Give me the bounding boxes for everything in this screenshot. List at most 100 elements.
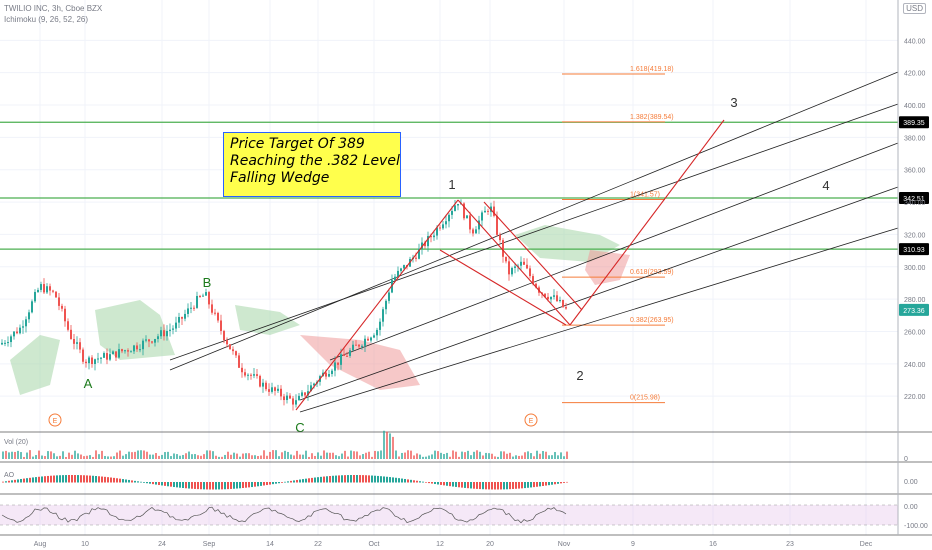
ao-bar xyxy=(266,482,268,486)
volume-bar xyxy=(221,456,223,459)
candle-body xyxy=(304,392,306,396)
volume-bar xyxy=(302,454,304,459)
candle-body xyxy=(142,340,144,350)
volume-bar xyxy=(116,452,118,459)
volume-bar xyxy=(140,450,142,459)
ao-bar xyxy=(476,482,478,489)
candle-body xyxy=(286,395,288,401)
ao-bar xyxy=(545,482,547,486)
ao-bar xyxy=(164,482,166,486)
ao-bar xyxy=(170,482,172,487)
volume-bar xyxy=(170,456,172,459)
candle-body xyxy=(193,307,195,309)
volume-bar xyxy=(26,452,28,459)
candle-body xyxy=(301,392,303,396)
candle-body xyxy=(118,349,120,358)
ao-bar xyxy=(200,482,202,490)
candle-body xyxy=(469,215,471,230)
ao-bar xyxy=(137,481,139,483)
volume-bar xyxy=(326,452,328,459)
volume-bar xyxy=(287,451,289,459)
candle-body xyxy=(106,353,108,360)
ao-bar xyxy=(308,478,310,483)
ao-bar xyxy=(440,482,442,485)
candle-body xyxy=(277,388,279,391)
callout-line-2: Reaching the .382 Level xyxy=(230,153,400,169)
volume-bar xyxy=(434,450,436,459)
fib-level-label: 0(215.98) xyxy=(630,395,660,402)
ao-bar xyxy=(554,482,556,485)
currency-button[interactable]: USD xyxy=(903,3,926,14)
pane-label: Vol (20) xyxy=(4,439,28,446)
candle-body xyxy=(403,265,405,269)
volume-bar xyxy=(239,456,241,459)
candle-body xyxy=(133,345,135,352)
volume-bar xyxy=(353,451,355,459)
volume-bar xyxy=(164,452,166,459)
volume-bar xyxy=(443,454,445,459)
ao-bar xyxy=(188,482,190,489)
candle-body xyxy=(280,388,282,397)
volume-bar xyxy=(308,456,310,459)
volume-bar xyxy=(383,430,385,459)
volume-bar xyxy=(359,455,361,459)
ao-bar xyxy=(299,479,301,483)
ao-bar xyxy=(107,477,109,483)
price-axis-tick: 240.00 xyxy=(904,362,926,369)
wave-label: 2 xyxy=(576,368,583,383)
price-tag-label: 310.93 xyxy=(903,247,925,254)
candle-body xyxy=(181,317,183,319)
candle-body xyxy=(550,296,552,300)
wave-label: C xyxy=(295,420,304,435)
volume-bar xyxy=(89,455,91,459)
candle-body xyxy=(292,398,294,405)
candle-body xyxy=(187,308,189,314)
volume-bar xyxy=(311,453,313,459)
candle-body xyxy=(379,321,381,330)
volume-bar xyxy=(56,456,58,459)
candle-body xyxy=(154,339,156,343)
candle-body xyxy=(343,354,345,356)
volume-bar xyxy=(536,450,538,459)
volume-bar xyxy=(545,451,547,459)
ao-bar xyxy=(134,480,136,483)
volume-bar xyxy=(146,451,148,459)
axes: 273.36440.00420.00400.00380.00360.00340.… xyxy=(34,0,929,548)
volume-bar xyxy=(269,451,271,459)
ao-bar xyxy=(230,482,232,489)
volume-bar xyxy=(557,455,559,459)
volume-bar xyxy=(482,455,484,459)
volume-bar xyxy=(275,450,277,459)
candle-body xyxy=(313,383,315,386)
candle-body xyxy=(475,229,477,234)
candle-body xyxy=(415,257,417,259)
candle-body xyxy=(112,351,114,355)
volume-bar xyxy=(500,451,502,459)
candle-body xyxy=(109,354,111,360)
volume-bar xyxy=(62,451,64,459)
volume-bar xyxy=(407,450,409,459)
candle-body xyxy=(367,338,369,341)
volume-bar xyxy=(206,450,208,459)
wave-label: 3 xyxy=(730,95,737,110)
candle-body xyxy=(334,362,336,371)
candle-body xyxy=(73,338,75,344)
candle-body xyxy=(445,221,447,225)
ao-bar xyxy=(212,482,214,490)
ao-bar xyxy=(89,475,91,483)
volume-bar xyxy=(242,453,244,459)
candle-body xyxy=(37,289,39,292)
candle-body xyxy=(49,286,51,291)
volume-bar xyxy=(278,456,280,459)
ao-bar xyxy=(275,482,277,484)
ao-bar xyxy=(119,478,121,483)
volume-bar xyxy=(491,453,493,459)
price-axis-tick: 440.00 xyxy=(904,38,926,45)
volume-bar xyxy=(161,454,163,459)
cloud-area xyxy=(235,305,300,335)
ao-bar xyxy=(83,475,85,483)
volume-bar xyxy=(83,456,85,459)
ao-bar xyxy=(368,475,370,483)
